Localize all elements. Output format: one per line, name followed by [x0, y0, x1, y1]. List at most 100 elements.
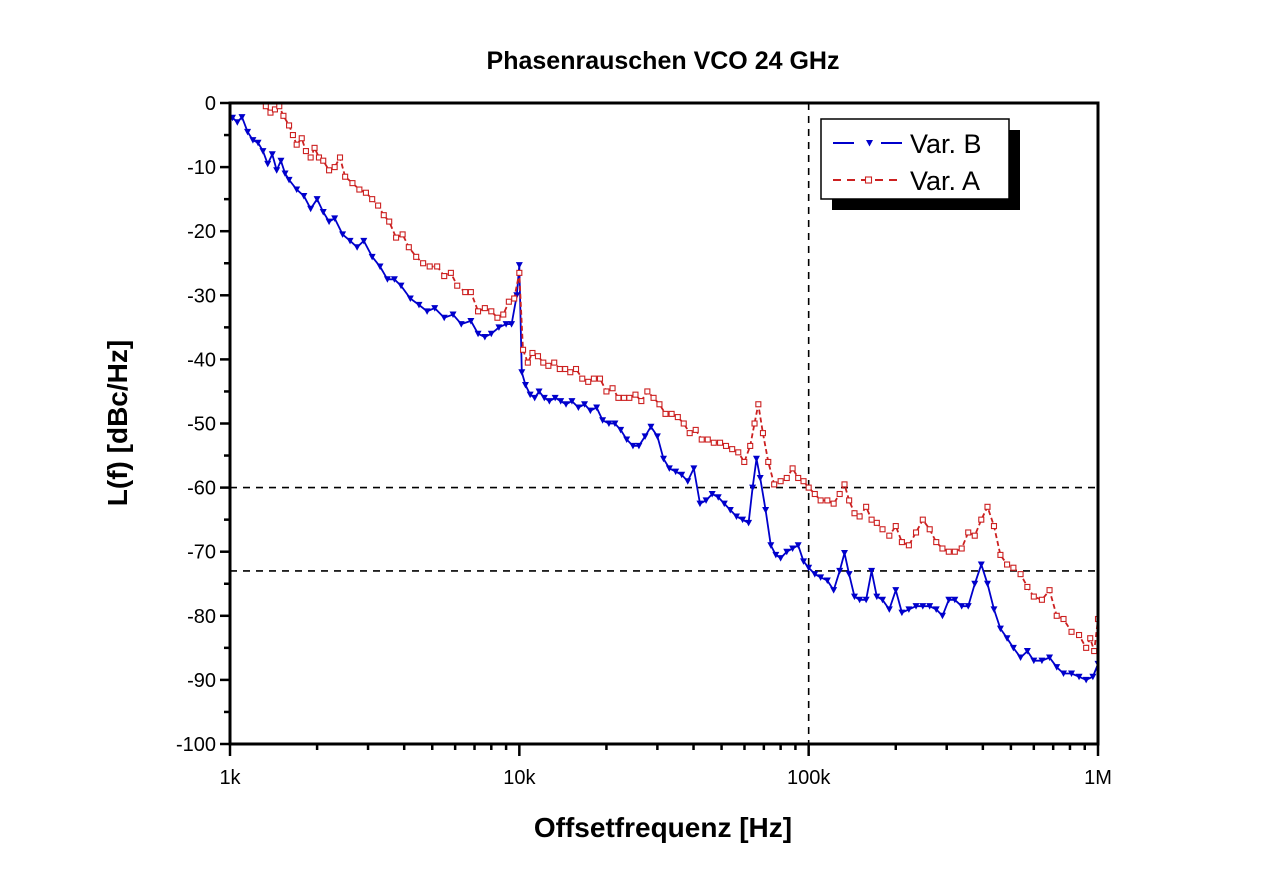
data-point-marker: [990, 606, 998, 613]
data-point-marker: [629, 442, 637, 450]
data-point-marker: [399, 231, 406, 238]
data-point-marker: [449, 311, 457, 319]
y-tick-label: 0: [205, 93, 216, 115]
data-point-marker: [912, 603, 920, 610]
legend-item: Var. B: [833, 129, 982, 159]
data-point-marker: [1091, 648, 1098, 655]
data-point-marker: [605, 420, 613, 427]
data-point-marker: [320, 157, 327, 164]
data-point-marker: [342, 173, 349, 180]
legend-marker: [864, 176, 873, 184]
data-point-marker: [440, 314, 448, 322]
data-point-marker: [836, 490, 843, 498]
data-point-marker: [1030, 593, 1037, 600]
data-point-marker: [741, 458, 748, 466]
data-point-marker: [647, 423, 655, 431]
data-point-marker: [572, 365, 580, 373]
data-point-marker: [454, 282, 461, 289]
x-tick-label: 10k: [503, 767, 536, 789]
data-point-marker: [286, 122, 293, 129]
data-point-marker: [249, 137, 257, 144]
data-point-marker: [823, 577, 831, 585]
data-point-marker: [945, 548, 952, 555]
data-point-marker: [406, 295, 414, 303]
data-point-marker: [817, 497, 824, 504]
data-point-marker: [938, 612, 946, 620]
data-point-marker: [958, 603, 966, 610]
data-point-marker: [280, 112, 287, 119]
data-point-marker: [611, 420, 619, 427]
data-point-marker: [794, 542, 802, 549]
data-point-marker: [502, 321, 510, 328]
data-point-marker: [762, 507, 770, 514]
data-point-marker: [293, 186, 301, 194]
data-point-marker: [313, 196, 321, 203]
y-tick-label: -70: [187, 542, 216, 564]
data-point-marker: [964, 603, 972, 610]
data-point-marker: [751, 420, 758, 427]
data-point-marker: [562, 365, 569, 373]
data-point-marker: [267, 109, 274, 116]
data-point-marker: [830, 587, 838, 594]
data-point-marker: [420, 260, 427, 267]
y-tick-label: -40: [187, 349, 216, 371]
data-point-marker: [487, 330, 495, 338]
data-point-marker: [708, 491, 716, 498]
data-point-marker: [845, 571, 853, 578]
data-point-marker: [690, 465, 698, 472]
data-point-marker: [983, 580, 991, 588]
data-point-marker: [626, 394, 633, 401]
data-point-marker: [702, 497, 710, 504]
data-point-marker: [650, 394, 657, 401]
data-point-marker: [268, 151, 276, 158]
y-tick-label: -80: [187, 606, 216, 628]
data-point-marker: [281, 170, 289, 178]
data-point-marker: [1082, 676, 1090, 684]
data-point-marker: [777, 478, 784, 485]
data-point-marker: [1003, 635, 1011, 642]
data-point-marker: [1068, 628, 1075, 635]
data-point-marker: [599, 417, 607, 424]
data-point-marker: [1060, 670, 1068, 677]
legend-label: Var. B: [910, 129, 982, 159]
data-point-marker: [783, 474, 790, 482]
data-point-marker: [800, 558, 808, 565]
data-point-marker: [311, 144, 318, 151]
data-point-marker: [540, 394, 548, 402]
data-point-marker: [759, 430, 766, 437]
y-tick-label: -90: [187, 670, 216, 692]
data-point-marker: [585, 378, 592, 385]
data-point-marker: [617, 426, 625, 434]
data-point-marker: [540, 359, 547, 366]
data-point-marker: [383, 276, 391, 283]
data-point-marker: [879, 596, 887, 604]
data-point-marker: [674, 414, 681, 421]
data-point-marker: [747, 442, 754, 449]
data-point-marker: [551, 394, 559, 402]
data-point-marker: [495, 324, 503, 331]
data-point-marker: [795, 474, 802, 482]
data-point-marker: [1075, 631, 1083, 639]
data-point-marker: [777, 555, 785, 562]
data-point-marker: [672, 468, 680, 476]
data-point-marker: [1009, 644, 1017, 652]
data-point-marker: [457, 321, 465, 328]
x-tick-label: 1M: [1084, 767, 1112, 789]
data-point-marker: [873, 593, 881, 601]
series-var-a: [262, 103, 1098, 655]
data-point-marker: [545, 362, 552, 369]
data-point-marker: [277, 157, 285, 165]
legend-box: [820, 118, 1010, 200]
data-point-marker: [1010, 564, 1017, 571]
data-point-marker: [755, 401, 762, 408]
data-point-marker: [765, 458, 772, 466]
y-tick-label: -20: [187, 221, 216, 243]
data-point-marker: [830, 500, 837, 507]
data-point-marker: [518, 369, 526, 376]
data-point-marker: [965, 529, 972, 536]
data-point-marker: [905, 542, 912, 549]
data-point-marker: [704, 436, 711, 443]
data-point-marker: [568, 398, 576, 405]
data-point-marker: [581, 401, 589, 408]
data-point-marker: [1017, 571, 1024, 578]
